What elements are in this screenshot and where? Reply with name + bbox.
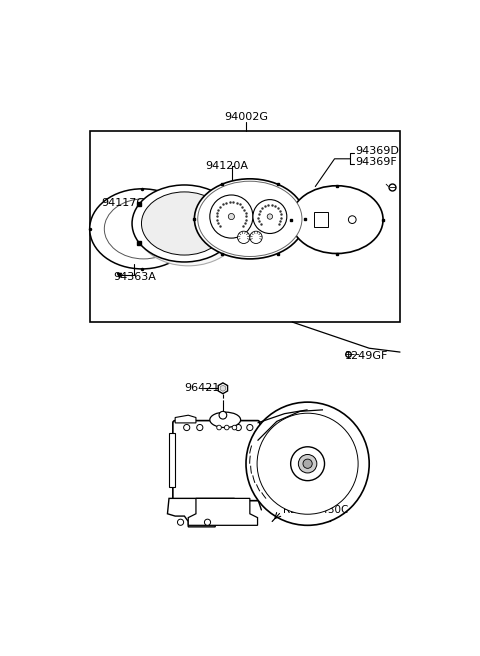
Ellipse shape bbox=[104, 199, 183, 259]
Circle shape bbox=[197, 424, 203, 430]
Polygon shape bbox=[188, 499, 258, 525]
Circle shape bbox=[291, 447, 324, 481]
Circle shape bbox=[210, 195, 253, 238]
Circle shape bbox=[303, 459, 312, 468]
Polygon shape bbox=[169, 433, 175, 487]
Circle shape bbox=[184, 424, 190, 430]
Polygon shape bbox=[175, 415, 196, 423]
Polygon shape bbox=[220, 385, 226, 392]
Circle shape bbox=[204, 519, 211, 525]
Circle shape bbox=[253, 199, 287, 234]
Circle shape bbox=[232, 425, 237, 430]
Polygon shape bbox=[168, 499, 234, 527]
Bar bbox=[90, 131, 400, 322]
Text: 1249GF: 1249GF bbox=[345, 351, 388, 361]
Circle shape bbox=[238, 231, 250, 243]
Text: REF.43-430C: REF.43-430C bbox=[283, 505, 348, 515]
Ellipse shape bbox=[90, 189, 194, 269]
Circle shape bbox=[225, 425, 229, 430]
Circle shape bbox=[348, 216, 356, 224]
Ellipse shape bbox=[246, 402, 369, 525]
Ellipse shape bbox=[291, 186, 383, 253]
Text: 94363A: 94363A bbox=[114, 272, 156, 282]
Ellipse shape bbox=[198, 181, 302, 256]
Circle shape bbox=[250, 231, 262, 243]
Circle shape bbox=[247, 424, 253, 430]
Text: 94369D: 94369D bbox=[355, 146, 399, 156]
Bar bbox=[314, 212, 328, 228]
Circle shape bbox=[235, 424, 241, 430]
Circle shape bbox=[299, 455, 317, 473]
Ellipse shape bbox=[257, 413, 358, 514]
Text: 94117G: 94117G bbox=[101, 199, 145, 209]
Ellipse shape bbox=[194, 179, 305, 259]
Polygon shape bbox=[218, 383, 228, 394]
FancyBboxPatch shape bbox=[173, 420, 260, 501]
Circle shape bbox=[228, 213, 234, 220]
Circle shape bbox=[217, 425, 221, 430]
Text: 94120A: 94120A bbox=[205, 161, 248, 171]
Text: 96421: 96421 bbox=[184, 383, 220, 393]
Circle shape bbox=[219, 411, 227, 419]
Text: 94369F: 94369F bbox=[355, 157, 397, 167]
Circle shape bbox=[178, 519, 184, 525]
Ellipse shape bbox=[210, 412, 240, 428]
Ellipse shape bbox=[136, 189, 240, 266]
Circle shape bbox=[267, 214, 273, 219]
Ellipse shape bbox=[142, 192, 228, 255]
Ellipse shape bbox=[132, 185, 237, 262]
Text: 94002G: 94002G bbox=[224, 112, 268, 122]
